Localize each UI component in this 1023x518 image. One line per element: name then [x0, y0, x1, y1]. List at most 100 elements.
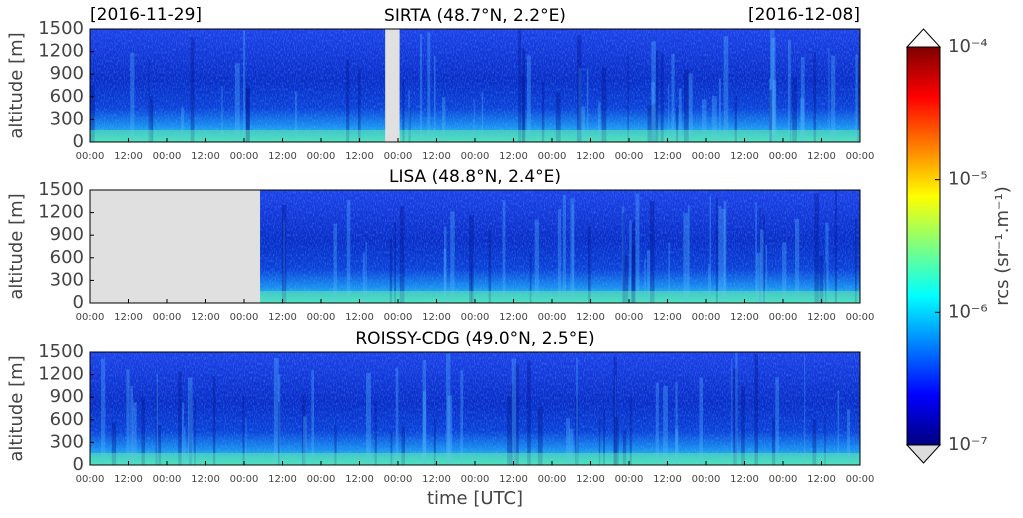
heatmap-streak	[303, 416, 307, 465]
x-tick-label: 00:00	[230, 151, 259, 162]
y-tick-label: 900	[50, 386, 84, 407]
heatmap-streak	[792, 78, 797, 142]
heatmap-streak	[419, 33, 423, 142]
colorbar-tick-label: 10⁻⁴	[948, 36, 988, 57]
heatmap-streak	[521, 74, 525, 142]
heatmap-streak	[151, 101, 154, 142]
heatmap-streak	[699, 377, 704, 465]
heatmap-streak	[824, 416, 826, 465]
x-tick-label: 12:00	[730, 474, 759, 485]
heatmap-streak	[644, 259, 646, 303]
heatmap-streak	[598, 417, 601, 465]
heatmap-streak	[562, 194, 566, 303]
heatmap-streak	[771, 38, 776, 142]
heatmap-noise	[90, 352, 860, 465]
heatmap-streak	[346, 59, 350, 142]
heatmap-streak	[366, 372, 371, 465]
x-tick-label: 12:00	[807, 151, 836, 162]
heatmap-streak	[655, 50, 659, 142]
heatmap-streak	[537, 406, 543, 465]
heatmap-streak	[394, 222, 396, 303]
heatmap-streak	[675, 428, 679, 465]
heatmap-streak	[111, 422, 117, 465]
heatmap-streak	[825, 263, 827, 303]
panel-title: SIRTA (48.7°N, 2.2°E)	[384, 6, 566, 26]
x-tick-label: 00:00	[307, 474, 336, 485]
heatmap-streak	[834, 190, 837, 303]
y-tick-label: 300	[50, 431, 84, 452]
heatmap-streak	[575, 396, 579, 465]
heatmap-streak	[647, 250, 651, 303]
panel-title: LISA (48.8°N, 2.4°E)	[389, 167, 561, 187]
date-end: [2016-12-08]	[748, 5, 860, 25]
heatmap-streak	[446, 353, 451, 465]
heatmap-streak	[651, 82, 655, 142]
heatmap-streak	[511, 384, 514, 465]
heatmap-streak	[675, 381, 678, 465]
x-tick-label: 00:00	[461, 474, 490, 485]
heatmap-streak	[759, 208, 761, 303]
heatmap-streak	[765, 244, 768, 303]
x-tick-label: 12:00	[807, 312, 836, 323]
x-tick-label: 00:00	[230, 312, 259, 323]
heatmap-streak	[362, 253, 366, 303]
heatmap-streak	[576, 35, 582, 142]
heatmap-streak	[741, 386, 745, 465]
heatmap-streak	[586, 68, 589, 142]
heatmap-streak	[518, 29, 522, 142]
heatmap	[90, 352, 860, 465]
x-tick-label: 12:00	[730, 151, 759, 162]
x-tick-label: 00:00	[230, 474, 259, 485]
x-tick-label: 00:00	[538, 312, 567, 323]
heatmap-streak	[374, 400, 377, 465]
y-tick-label: 1500	[38, 179, 84, 200]
heatmap-streak	[443, 226, 447, 303]
x-tick-label: 00:00	[615, 151, 644, 162]
heatmap-streak	[631, 245, 636, 303]
date-start: [2016-11-29]	[90, 5, 202, 25]
x-tick-label: 00:00	[692, 151, 721, 162]
x-tick-label: 12:00	[576, 312, 605, 323]
heatmap-streak	[433, 419, 436, 465]
heatmap-streak	[473, 99, 475, 142]
heatmap-streak	[132, 402, 137, 465]
heatmap-streak	[281, 204, 287, 303]
heatmap-streak	[635, 193, 640, 303]
heatmap-streak	[469, 214, 474, 303]
heatmap-streak	[155, 382, 158, 465]
heatmap-streak	[149, 95, 153, 142]
heatmap-streak	[597, 102, 601, 142]
heatmap-streak	[663, 385, 668, 465]
heatmap-streak	[527, 360, 531, 465]
heatmap-streak	[234, 63, 240, 142]
x-tick-label: 12:00	[653, 312, 682, 323]
x-tick-label: 12:00	[499, 312, 528, 323]
heatmap-streak	[278, 374, 281, 465]
heatmap-streak	[655, 382, 659, 465]
heatmap-streak	[772, 80, 777, 142]
heatmap-noise	[90, 29, 860, 142]
x-tick-label: 12:00	[191, 151, 220, 162]
heatmap-streak	[678, 88, 682, 142]
heatmap-streak	[812, 419, 817, 465]
heatmap-streak	[242, 30, 246, 142]
heatmap-streak	[837, 390, 840, 465]
heatmap-streak	[651, 103, 657, 142]
heatmap-streak	[800, 98, 805, 142]
colorbar-tick-label: 10⁻⁷	[948, 434, 988, 455]
heatmap-streak	[601, 67, 607, 142]
y-tick-label: 900	[50, 224, 84, 245]
colorbar-tick-label: 10⁻⁵	[948, 169, 988, 190]
x-tick-label: 12:00	[191, 474, 220, 485]
heatmap-streak	[534, 219, 539, 303]
heatmap-streak	[708, 263, 710, 303]
heatmap-streak	[187, 377, 193, 465]
heatmap-streak	[683, 69, 689, 142]
heatmap-streak	[555, 92, 561, 142]
x-tick-label: 12:00	[345, 151, 374, 162]
heatmap-streak	[831, 55, 836, 142]
heatmap-streak	[671, 53, 675, 142]
x-tick-label: 00:00	[384, 474, 413, 485]
heatmap	[90, 29, 860, 142]
x-tick-label: 12:00	[422, 474, 451, 485]
